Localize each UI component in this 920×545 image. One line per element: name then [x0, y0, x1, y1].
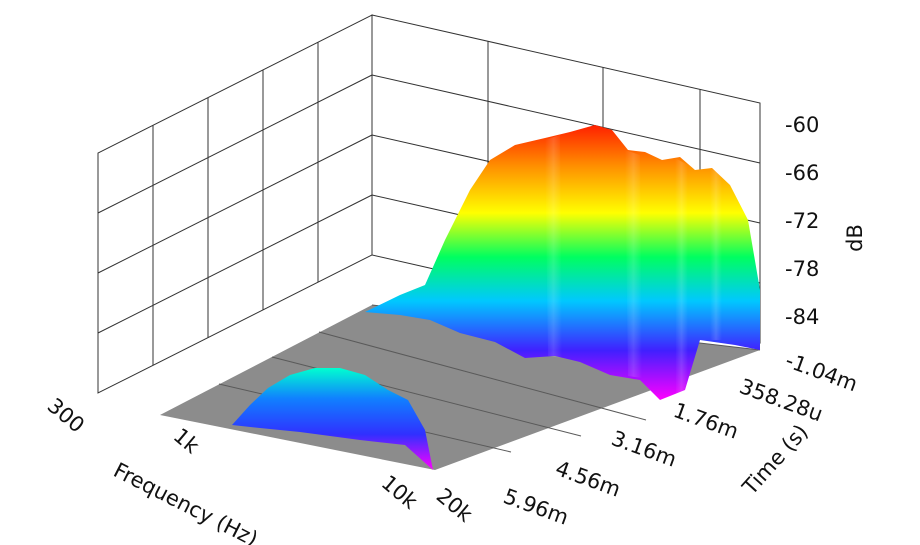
z-tick: -60	[785, 113, 819, 137]
y-tick: 5.96m	[500, 484, 571, 530]
z-tick: -84	[785, 305, 819, 329]
surface-secondary	[232, 368, 433, 470]
surface-main	[365, 125, 760, 400]
y-tick: -1.04m	[782, 348, 860, 396]
x-tick: 10k	[377, 470, 423, 514]
x-tick: 300	[43, 393, 89, 437]
y-tick: 358.28u	[736, 374, 826, 426]
z-tick: -78	[785, 257, 819, 281]
x-axis-label: Frequency (Hz)	[110, 458, 262, 545]
z-tick: -66	[785, 161, 819, 185]
y-tick: 3.16m	[608, 426, 679, 472]
x-tick: 1k	[169, 423, 205, 458]
y-tick: 4.56m	[552, 456, 623, 502]
x-tick: 20k	[432, 483, 478, 527]
z-tick: -72	[785, 209, 819, 233]
z-axis-ticks: -60 -66 -72 -78 -84	[785, 113, 819, 329]
y-axis-label: Time (s)	[737, 420, 813, 500]
z-axis-label: dB	[843, 224, 867, 252]
y-tick: 1.76m	[670, 398, 741, 444]
